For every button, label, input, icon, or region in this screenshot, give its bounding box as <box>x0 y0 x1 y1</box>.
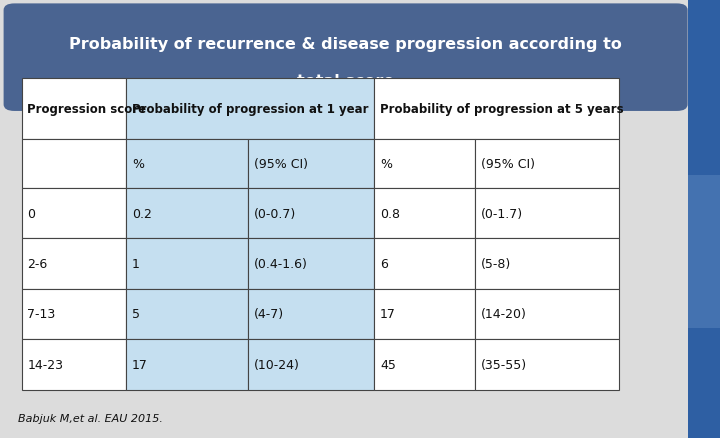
Text: Probability of progression at 1 year: Probability of progression at 1 year <box>132 103 368 116</box>
Text: (0-1.7): (0-1.7) <box>481 207 523 220</box>
FancyBboxPatch shape <box>4 4 688 112</box>
Text: (14-20): (14-20) <box>481 308 527 321</box>
Text: 17: 17 <box>132 358 148 371</box>
Bar <box>374 140 475 188</box>
Bar <box>126 239 248 289</box>
Bar <box>126 289 248 339</box>
Text: Probability of progression at 5 years: Probability of progression at 5 years <box>380 103 624 116</box>
Text: 0: 0 <box>27 207 35 220</box>
Bar <box>22 140 126 188</box>
Bar <box>374 239 475 289</box>
Bar <box>475 289 619 339</box>
Bar <box>248 188 374 239</box>
Text: (10-24): (10-24) <box>254 358 300 371</box>
Text: 7-13: 7-13 <box>27 308 55 321</box>
Bar <box>126 188 248 239</box>
Text: 0.2: 0.2 <box>132 207 152 220</box>
Text: Probability of recurrence & disease progression according to: Probability of recurrence & disease prog… <box>69 36 622 51</box>
Bar <box>374 79 619 140</box>
Text: 17: 17 <box>380 308 396 321</box>
Text: Babjuk M,et al. EAU 2015.: Babjuk M,et al. EAU 2015. <box>18 413 163 423</box>
Text: (0-0.7): (0-0.7) <box>254 207 297 220</box>
Bar <box>22 339 126 390</box>
Text: (35-55): (35-55) <box>481 358 527 371</box>
Bar <box>475 239 619 289</box>
Bar <box>248 289 374 339</box>
Text: (4-7): (4-7) <box>254 308 284 321</box>
Bar <box>475 188 619 239</box>
Text: Progression score: Progression score <box>27 103 146 116</box>
Text: 1: 1 <box>132 258 140 270</box>
Bar <box>374 339 475 390</box>
Text: 45: 45 <box>380 358 396 371</box>
Bar <box>475 140 619 188</box>
Text: (95% CI): (95% CI) <box>254 158 308 171</box>
Text: (0.4-1.6): (0.4-1.6) <box>254 258 308 270</box>
Text: 5: 5 <box>132 308 140 321</box>
Bar <box>22 289 126 339</box>
Text: (95% CI): (95% CI) <box>481 158 535 171</box>
Bar <box>22 239 126 289</box>
Bar <box>22 79 126 140</box>
Text: %: % <box>380 158 392 171</box>
Text: total score: total score <box>297 74 395 89</box>
Bar <box>22 188 126 239</box>
Bar <box>248 339 374 390</box>
Bar <box>688 0 720 438</box>
Bar <box>248 140 374 188</box>
Text: 6: 6 <box>380 258 388 270</box>
Bar <box>126 339 248 390</box>
Bar <box>248 239 374 289</box>
Bar <box>126 79 374 140</box>
Text: 14-23: 14-23 <box>27 358 63 371</box>
Text: 2-6: 2-6 <box>27 258 48 270</box>
Text: (5-8): (5-8) <box>481 258 511 270</box>
Bar <box>475 339 619 390</box>
Text: 0.8: 0.8 <box>380 207 400 220</box>
Bar <box>688 175 720 328</box>
Bar <box>374 188 475 239</box>
Text: %: % <box>132 158 144 171</box>
Bar <box>374 289 475 339</box>
Bar <box>126 140 248 188</box>
